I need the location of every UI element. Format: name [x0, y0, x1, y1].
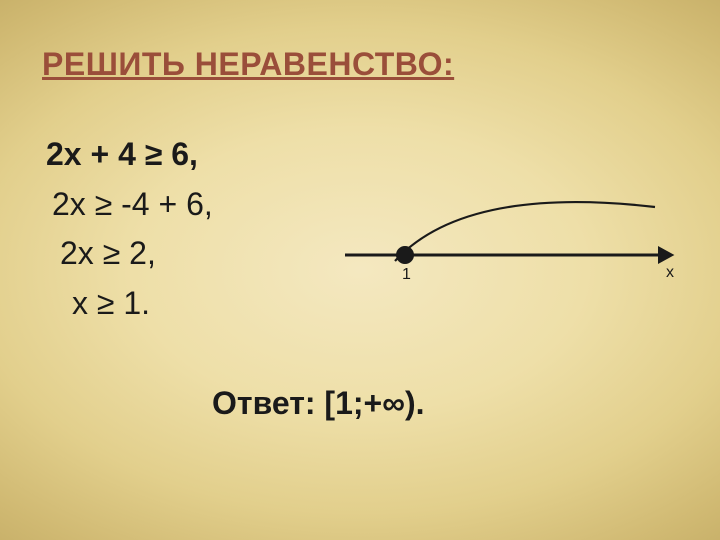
answer-text: Ответ: [1;+∞).: [212, 385, 425, 422]
page-title: РЕШИТЬ НЕРАВЕНСТВО:: [42, 46, 454, 83]
svg-text:1: 1: [402, 266, 411, 283]
step-4: х ≥ 1.: [46, 279, 213, 329]
step-2: 2х ≥ -4 + 6,: [46, 180, 213, 230]
step-3: 2х ≥ 2,: [46, 229, 213, 279]
number-line-diagram: 1x: [345, 165, 685, 305]
svg-text:x: x: [666, 264, 674, 281]
solution-steps: 2х + 4 ≥ 6, 2х ≥ -4 + 6, 2х ≥ 2, х ≥ 1.: [46, 130, 213, 328]
step-1: 2х + 4 ≥ 6,: [46, 130, 213, 180]
